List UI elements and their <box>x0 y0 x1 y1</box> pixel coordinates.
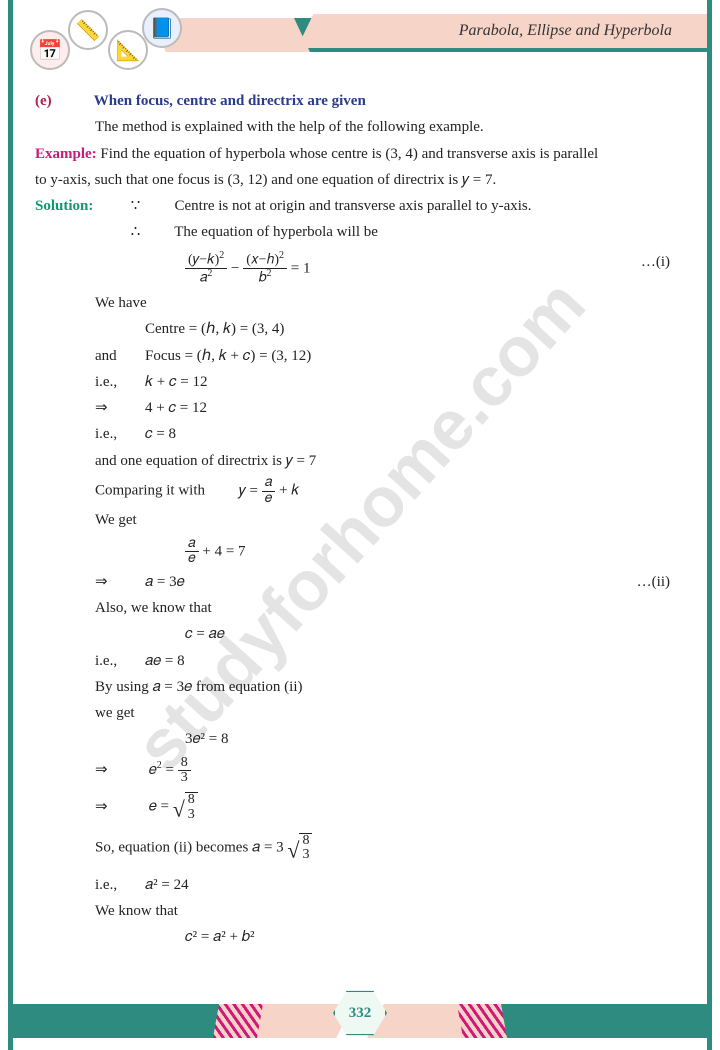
main-equation: (𝑦−𝑘)2𝑎2 <box>185 251 227 287</box>
ruler-icon: 📏 <box>68 10 108 50</box>
therefore-symbol: ∴ <box>131 221 171 244</box>
example-text-2: to y-axis, such that one focus is (3, 12… <box>35 169 690 192</box>
subject-icons: 📅 📏 📐 📘 <box>30 8 200 83</box>
compass-icon: 📐 <box>108 30 148 70</box>
header-pink-right: Parabola, Ellipse and Hyperbola <box>297 14 707 48</box>
sol-line-1: Centre is not at origin and transverse a… <box>175 198 532 214</box>
because-symbol: ∵ <box>131 195 171 218</box>
intro-text: The method is explained with the help of… <box>35 116 690 139</box>
calendar-icon: 📅 <box>30 30 70 70</box>
geometry-icon: 📘 <box>142 8 182 48</box>
page-content: (e) When focus, centre and directrix are… <box>35 90 690 990</box>
example-text-1: Find the equation of hyperbola whose cen… <box>100 146 598 162</box>
example-label: Example: <box>35 146 97 162</box>
we-have: We have <box>35 292 690 315</box>
equation-number-1: …(i) <box>641 251 670 274</box>
equation-number-2: …(ii) <box>637 571 670 594</box>
section-heading: When focus, centre and directrix are giv… <box>94 93 366 109</box>
section-label: (e) <box>35 90 90 113</box>
centre-line: Centre = (ℎ, 𝑘) = (3, 4) <box>35 318 690 341</box>
footer-band: 332 <box>13 1000 707 1038</box>
chapter-title: Parabola, Ellipse and Hyperbola <box>459 22 672 40</box>
solution-label: Solution: <box>35 195 127 218</box>
sol-line-2: The equation of hyperbola will be <box>174 224 378 240</box>
